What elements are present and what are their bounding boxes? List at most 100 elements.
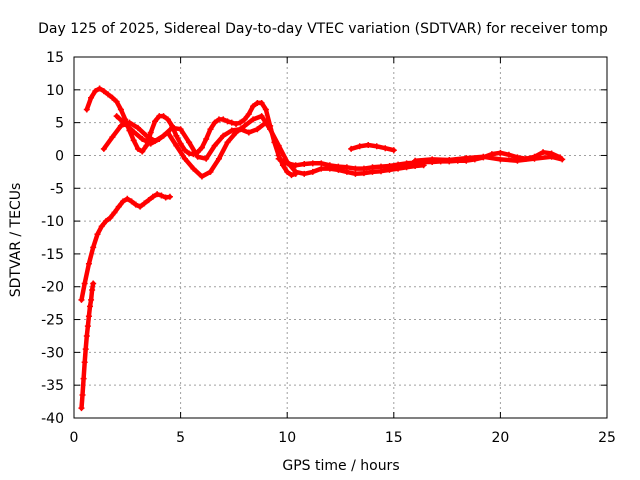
- data-point: [177, 126, 184, 133]
- data-point: [134, 124, 141, 131]
- data-point: [96, 85, 103, 92]
- data-point: [128, 198, 135, 205]
- data-point: [147, 140, 154, 147]
- data-point: [378, 163, 385, 170]
- y-tick-label: -40: [41, 411, 64, 427]
- data-point: [122, 120, 129, 127]
- data-point: [220, 132, 227, 139]
- data-point: [177, 140, 184, 147]
- data-point: [109, 134, 116, 141]
- y-tick-label: -5: [50, 181, 64, 197]
- data-point: [463, 155, 470, 162]
- x-tick-label: 0: [70, 430, 79, 446]
- data-point: [207, 168, 214, 175]
- data-point: [505, 151, 512, 158]
- data-point: [130, 137, 137, 144]
- data-point: [81, 280, 88, 287]
- data-point: [86, 303, 93, 310]
- data-point: [250, 103, 257, 110]
- data-point: [309, 160, 316, 167]
- data-point: [326, 162, 333, 169]
- x-tick-label: 5: [176, 430, 185, 446]
- y-tick-label: -35: [41, 378, 64, 394]
- data-point: [141, 200, 148, 207]
- data-point: [497, 149, 504, 156]
- y-tick-label: -20: [41, 280, 64, 296]
- data-point: [245, 129, 252, 136]
- data-point: [145, 197, 152, 204]
- data-point: [446, 157, 453, 164]
- data-point: [292, 168, 299, 175]
- data-point: [198, 173, 205, 180]
- grid-lines: [74, 57, 607, 418]
- series-8-trace: [412, 154, 565, 163]
- data-point: [220, 116, 227, 123]
- x-tick-label: 20: [491, 430, 509, 446]
- data-point: [109, 94, 116, 101]
- data-point: [514, 157, 521, 164]
- series-2: [78, 191, 173, 303]
- data-point: [89, 287, 96, 294]
- data-point: [102, 218, 109, 225]
- data-point: [284, 160, 291, 167]
- data-point: [203, 136, 210, 143]
- y-tick-label: 0: [55, 148, 64, 164]
- data-point: [92, 88, 99, 95]
- data-point: [198, 144, 205, 151]
- data-point: [228, 127, 235, 134]
- data-point: [548, 153, 555, 160]
- data-point: [147, 129, 154, 136]
- data-point: [497, 156, 504, 163]
- series-1: [78, 280, 97, 412]
- series-2-trace: [79, 191, 173, 303]
- data-point: [90, 244, 97, 251]
- data-point: [284, 168, 291, 175]
- data-point: [335, 163, 342, 170]
- data-point: [267, 126, 274, 133]
- data-point: [356, 143, 363, 150]
- data-point: [113, 98, 120, 105]
- data-point: [107, 214, 114, 221]
- data-point: [156, 136, 163, 143]
- data-point: [258, 113, 265, 120]
- data-point: [254, 126, 261, 133]
- data-point: [360, 165, 367, 172]
- data-point: [318, 165, 325, 172]
- plot-frame: [73, 56, 608, 419]
- data-point: [82, 346, 89, 353]
- data-point: [382, 145, 389, 152]
- x-axis-label: GPS time / hours: [282, 458, 399, 474]
- data-point: [113, 113, 120, 120]
- data-point: [288, 172, 295, 179]
- data-point: [203, 155, 210, 162]
- x-tick-label: 15: [385, 430, 403, 446]
- data-point: [84, 323, 91, 330]
- y-axis-label: SDTVAR / TECUs: [8, 183, 24, 298]
- data-point: [480, 153, 487, 160]
- data-point: [85, 313, 92, 320]
- data-point: [88, 296, 95, 303]
- data-point: [160, 113, 167, 120]
- data-point: [83, 106, 90, 113]
- data-point: [318, 160, 325, 167]
- y-tick-label: -25: [41, 313, 64, 329]
- data-point: [343, 164, 350, 171]
- data-point: [124, 195, 131, 202]
- data-point: [130, 128, 137, 135]
- data-point: [348, 145, 355, 152]
- data-point: [429, 156, 436, 163]
- data-point: [224, 139, 231, 146]
- x-tick-label: 25: [598, 430, 616, 446]
- data-point: [275, 155, 282, 162]
- data-point: [173, 132, 180, 139]
- data-point: [81, 359, 88, 366]
- data-point: [211, 119, 218, 126]
- data-point: [181, 155, 188, 162]
- data-point: [164, 129, 171, 136]
- y-tick-label: -30: [41, 345, 64, 361]
- data-point: [352, 170, 359, 177]
- data-point: [90, 280, 97, 287]
- y-tick-label: 10: [46, 83, 64, 99]
- data-point: [531, 155, 538, 162]
